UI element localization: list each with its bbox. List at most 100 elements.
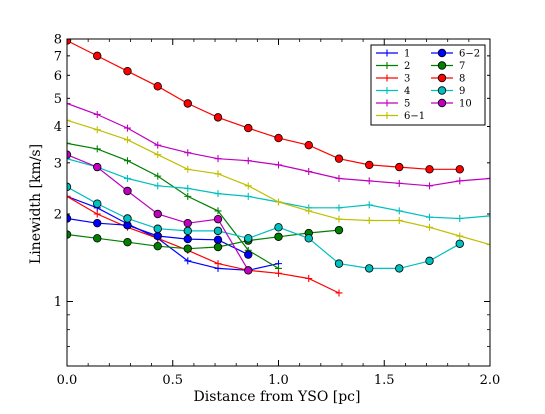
series-6-point-9 [305, 207, 313, 215]
y-tick-label: 2 [54, 208, 62, 223]
series-5-point-10 [335, 174, 343, 182]
legend-swatch-marker [383, 74, 391, 82]
y-tick-label: 7 [54, 49, 62, 64]
legend-swatch-marker [437, 61, 447, 70]
legend-swatch-marker [383, 49, 391, 57]
series-5-point-1 [67, 99, 71, 107]
series-6 [67, 116, 490, 249]
series-7-point-4 [153, 231, 162, 241]
series-layer [67, 39, 490, 297]
series-10-point-11 [365, 264, 374, 273]
series-5-point-9 [305, 168, 313, 176]
x-tick-label: 1.0 [268, 373, 289, 388]
legend-item-7: 6−2 [431, 49, 480, 60]
legend-item-9: 8 [431, 74, 465, 85]
y-tick-label: 8 [54, 33, 62, 48]
y-tick-label: 6 [54, 69, 62, 84]
series-2-point-2 [93, 145, 101, 153]
y-axis-label: Linewidth [km/s] [28, 144, 44, 264]
legend: 12 34 56−1 6−27 89 10 [370, 44, 486, 126]
series-6-point-5 [184, 165, 192, 173]
series-10-point-14 [455, 239, 464, 248]
series-3-line [67, 195, 340, 294]
legend-label: 3 [404, 74, 410, 85]
series-3-point-8 [275, 269, 282, 277]
series-9-line [67, 40, 460, 170]
series-4-point-13 [426, 213, 434, 221]
series-9-point-2 [93, 51, 102, 61]
legend-swatch-marker [383, 62, 391, 69]
legend-label: 10 [459, 99, 472, 110]
x-tick-label: 0.0 [57, 373, 78, 388]
series-4-point-14 [456, 215, 464, 223]
series-4-point-11 [365, 201, 373, 209]
series-5-point-7 [244, 157, 252, 165]
series-8-point-4 [153, 241, 162, 251]
legend-label: 6−1 [404, 111, 425, 122]
series-10-point-3 [123, 214, 132, 223]
series-10-point-5 [183, 226, 192, 236]
series-10-point-10 [334, 259, 344, 268]
series-8-point-6 [213, 242, 223, 252]
legend-label: 2 [404, 61, 410, 72]
series-9-point-3 [123, 66, 132, 76]
series-10-point-6 [213, 226, 223, 236]
series-4-point-6 [214, 190, 222, 198]
series-6-point-2 [93, 126, 101, 134]
series-10-point-2 [93, 199, 102, 208]
series-5-point-5 [184, 149, 192, 157]
legend-swatch-marker [437, 73, 447, 83]
series-6-point-3 [123, 136, 131, 144]
series-6-point-4 [154, 151, 162, 159]
legend-label: 9 [459, 86, 465, 97]
series-9-point-10 [334, 154, 344, 163]
series-8-point-8 [274, 232, 283, 241]
series-7-point-6 [213, 235, 223, 245]
series-9-point-12 [395, 162, 404, 172]
series-6-point-13 [426, 223, 434, 231]
legend-swatch-marker [383, 99, 391, 107]
series-6-point-12 [395, 216, 403, 224]
series-4-point-5 [184, 184, 192, 192]
series-7-point-7 [244, 250, 253, 259]
series-9 [67, 39, 464, 174]
legend-swatch-marker [437, 98, 447, 108]
series-3-point-2 [93, 210, 101, 218]
series-6-point-14 [456, 232, 464, 240]
series-1-point-5 [184, 257, 192, 265]
series-11-point-4 [153, 209, 162, 219]
series-6-point-7 [244, 182, 252, 190]
series-9-point-13 [425, 165, 434, 174]
y-tick-label: 5 [54, 92, 62, 107]
series-9-point-7 [244, 123, 253, 133]
series-6-point-11 [365, 216, 373, 224]
series-4-point-15 [486, 212, 490, 220]
series-11 [67, 150, 253, 275]
series-6-point-15 [486, 241, 490, 249]
series-5 [67, 99, 490, 190]
y-tick-label: 3 [54, 156, 62, 171]
series-11-point-5 [183, 218, 192, 228]
series-9-point-8 [274, 133, 283, 143]
legend-label: 7 [459, 61, 465, 72]
series-10-point-4 [153, 224, 162, 233]
series-4-point-10 [335, 204, 343, 212]
series-4-point-1 [67, 155, 71, 163]
series-2-line [67, 142, 279, 269]
series-4-point-3 [123, 174, 131, 182]
series-9-point-4 [153, 82, 162, 91]
series-5-point-6 [214, 155, 222, 163]
series-3-point-1 [67, 192, 71, 200]
series-5-point-13 [426, 182, 434, 190]
series-8-line [67, 229, 340, 250]
legend-item-11: 10 [431, 99, 472, 110]
series-5-point-3 [123, 124, 131, 132]
series-10-point-8 [274, 223, 283, 232]
series-11-point-2 [93, 162, 102, 172]
x-axis-label: Distance from YSO [pc] [194, 389, 361, 405]
series-4-point-4 [154, 182, 162, 190]
series-5-point-14 [456, 177, 464, 185]
series-2-point-6 [214, 207, 222, 215]
